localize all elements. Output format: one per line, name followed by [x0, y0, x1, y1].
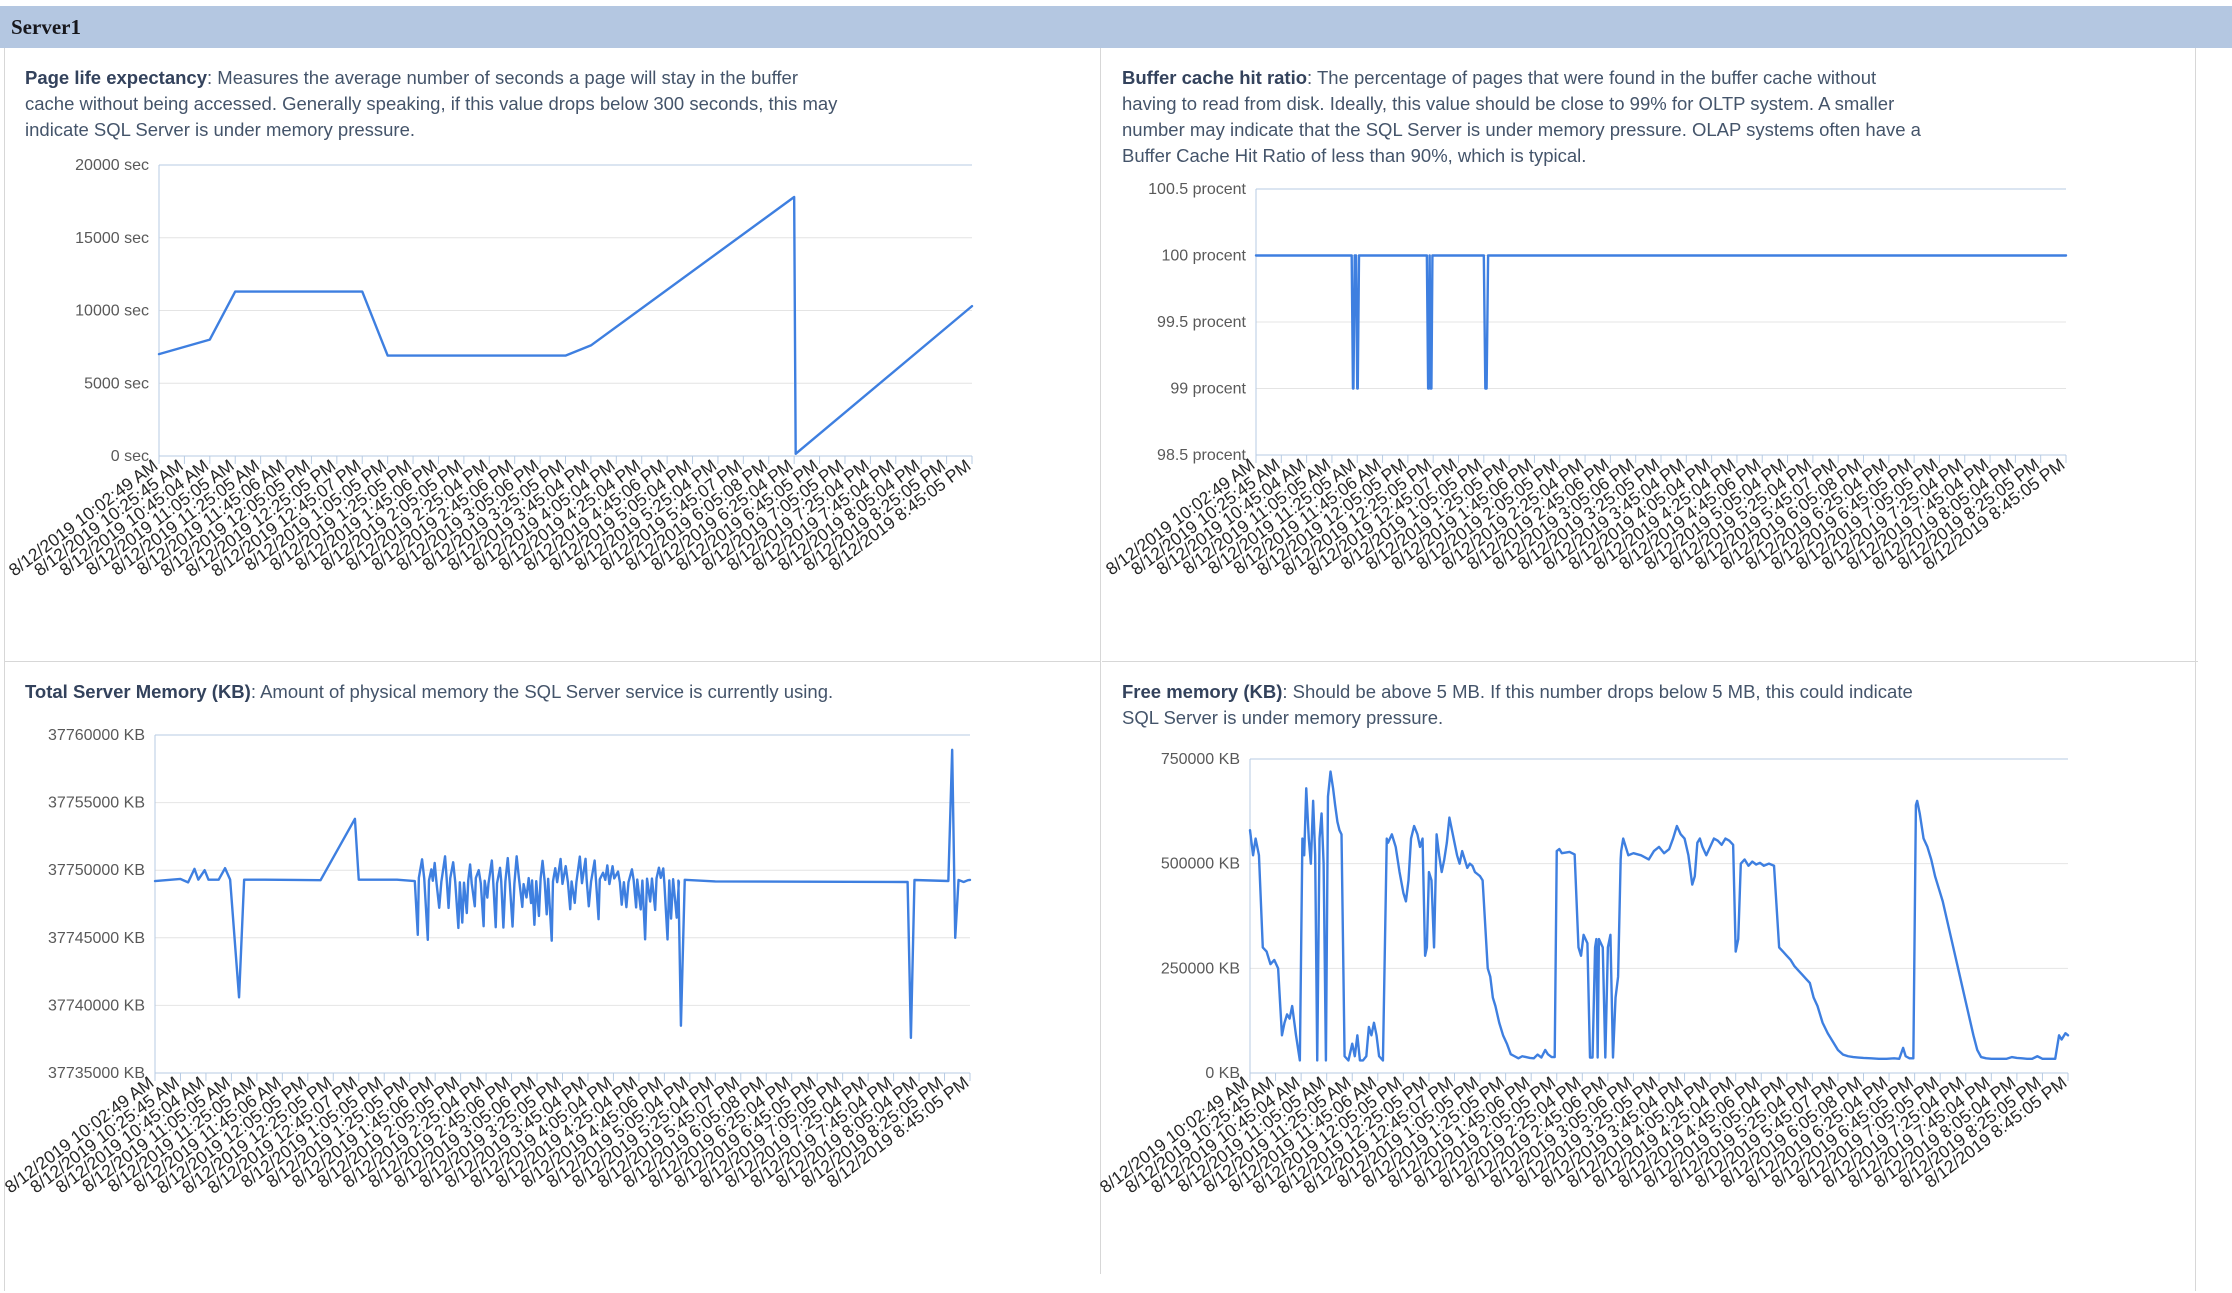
- svg-text:5000 sec: 5000 sec: [84, 375, 149, 392]
- svg-text:37735000 KB: 37735000 KB: [48, 1065, 145, 1082]
- svg-text:98.5 procent: 98.5 procent: [1157, 447, 1247, 464]
- svg-text:20000 sec: 20000 sec: [75, 157, 149, 174]
- svg-text:37760000 KB: 37760000 KB: [48, 727, 145, 744]
- svg-text:100 procent: 100 procent: [1161, 248, 1246, 265]
- svg-text:37745000 KB: 37745000 KB: [48, 930, 145, 947]
- svg-text:750000 KB: 750000 KB: [1161, 751, 1240, 768]
- svg-text:500000 KB: 500000 KB: [1161, 856, 1240, 873]
- svg-text:37755000 KB: 37755000 KB: [48, 795, 145, 812]
- svg-text:99 procent: 99 procent: [1170, 381, 1246, 398]
- svg-text:100.5 procent: 100.5 procent: [1148, 181, 1246, 198]
- svg-text:37740000 KB: 37740000 KB: [48, 997, 145, 1014]
- svg-text:15000 sec: 15000 sec: [75, 230, 149, 247]
- svg-text:99.5 procent: 99.5 procent: [1157, 314, 1247, 331]
- svg-text:10000 sec: 10000 sec: [75, 303, 149, 320]
- svg-text:250000 KB: 250000 KB: [1161, 960, 1240, 977]
- svg-text:37750000 KB: 37750000 KB: [48, 862, 145, 879]
